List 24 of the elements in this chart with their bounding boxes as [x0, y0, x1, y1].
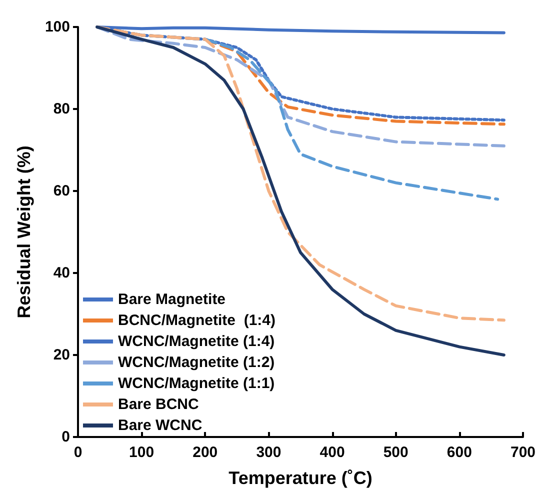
- legend-label: Bare Magnetite: [118, 291, 226, 308]
- legend-label: Bare BCNC: [118, 396, 200, 413]
- legend-label: WCNC/Magnetite (1:1): [118, 375, 275, 392]
- x-axis-title: Temperature (˚C): [228, 468, 372, 488]
- legend-label: WCNC/Magnetite (1:2): [118, 354, 275, 371]
- legend-label: WCNC/Magnetite (1:4): [118, 333, 275, 350]
- x-tick-label: 200: [192, 444, 218, 461]
- x-tick-label: 700: [510, 444, 536, 461]
- line-series: [96, 26, 506, 148]
- y-tick-label: 40: [53, 264, 70, 282]
- x-tick-label: 500: [383, 444, 408, 461]
- y-tick-label: 0: [62, 428, 70, 446]
- y-tick-label: 80: [53, 100, 70, 118]
- y-tick-label: 60: [53, 182, 70, 200]
- y-tick-label: 100: [44, 18, 70, 36]
- x-tick-label: 0: [74, 444, 82, 461]
- y-axis-title: Residual Weight (%): [14, 146, 34, 318]
- legend-label: BCNC/Magnetite (1:4): [118, 312, 276, 329]
- legend-label: Bare WCNC: [118, 417, 202, 434]
- x-tick-label: 400: [320, 444, 345, 461]
- y-tick-label: 20: [53, 346, 70, 364]
- x-tick-label: 300: [256, 444, 282, 461]
- x-tick-label: 100: [129, 444, 154, 461]
- x-tick-label: 600: [446, 444, 472, 461]
